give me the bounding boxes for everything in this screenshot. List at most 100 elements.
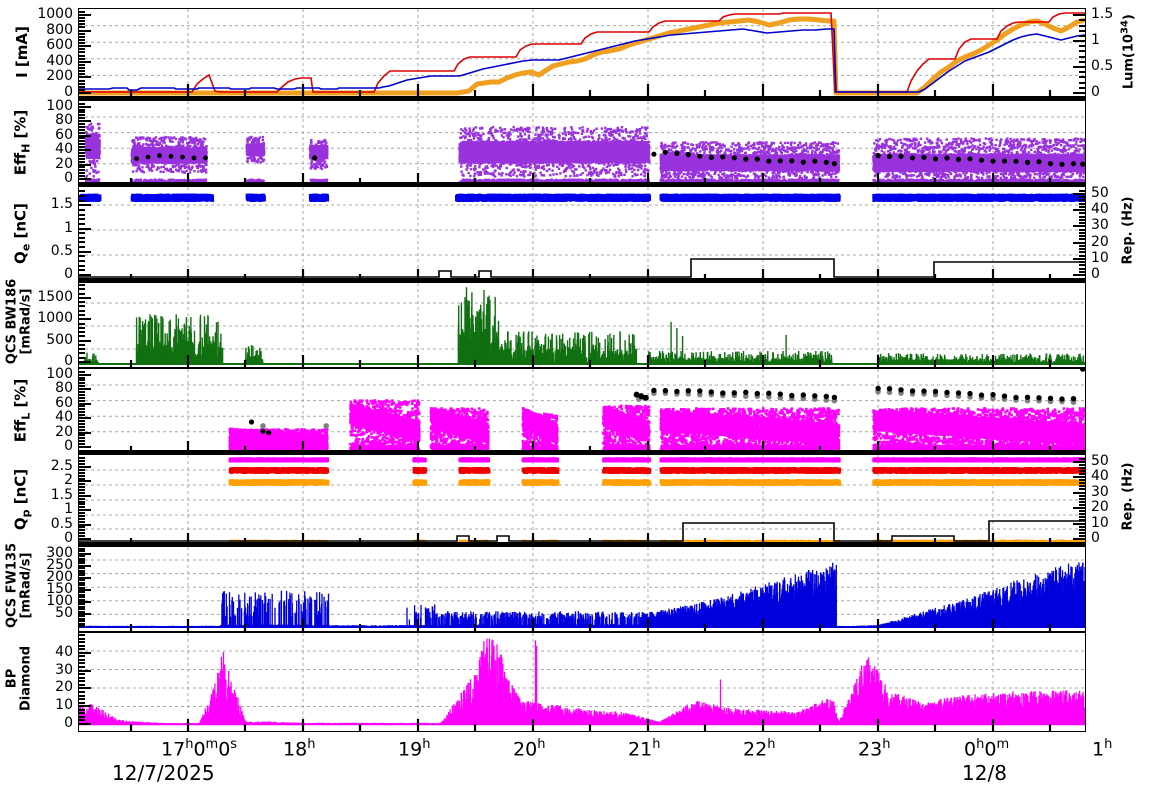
panel-current-luminosity-plot: [79, 9, 1085, 99]
y-tick-label: 0.5: [0, 244, 73, 258]
y-tick-label-right: 0.5: [1091, 59, 1113, 73]
y-tick-label: 0: [0, 716, 73, 730]
y-tick-label: 0: [0, 354, 73, 368]
y-tick-label-right: 30: [1091, 218, 1109, 232]
y-axis-title-units: [mRad/s]: [19, 242, 34, 402]
panel-qcs-bw186-svg: [79, 283, 1085, 367]
y-tick-label: 1500: [0, 290, 73, 304]
xtick-label-8: 1h: [1092, 737, 1112, 760]
y-tick-label: 0: [0, 531, 73, 545]
y-tick-label: 60: [0, 128, 73, 142]
date-label-start: 12/7/2025: [112, 761, 215, 785]
y-axis-title-right: Rep. (Hz): [1121, 417, 1136, 577]
y-tick-label: 100: [0, 594, 73, 608]
y-axis-title: Qe [nC]: [12, 154, 33, 314]
panel-eff-ler-plot: [79, 369, 1085, 453]
panel-qcs-fw135: [78, 546, 1086, 632]
x-axis-labels: 17h0m0s 18h 19h 20h 21h 22h 23h 0h0m 1h …: [0, 733, 1172, 782]
y-tick-label: 600: [0, 38, 73, 52]
y-tick-label: 100: [0, 99, 73, 113]
panel-eff-her: [78, 100, 1086, 186]
y-tick-label-right: 10: [1091, 516, 1109, 530]
y-tick-label: 400: [0, 54, 73, 68]
y-tick-label: 10: [0, 698, 73, 712]
y-tick-label-right: 50: [1091, 454, 1109, 468]
y-axis-title: QCS FW135: [5, 506, 20, 666]
xtick-label-0: 17h0m0s: [161, 737, 237, 760]
series-qcs-fw135: [79, 562, 1085, 627]
panel-eff-her-plot: [79, 101, 1085, 185]
panel-charge-e-plot: [79, 187, 1085, 281]
panel-charge-p-plot: [79, 455, 1085, 545]
y-tick-label: 80: [0, 381, 73, 395]
y-tick-label-right: 20: [1091, 500, 1109, 514]
y-tick-label-right: 0: [1091, 531, 1100, 545]
xtick-label-3: 20h: [513, 737, 545, 760]
xtick-label-6: 23h: [858, 737, 890, 760]
y-tick-label: 2.5: [0, 459, 73, 473]
panel-qcs-bw186-plot: [79, 283, 1085, 367]
y-tick-label: 500: [0, 333, 73, 347]
y-tick-label: 20: [0, 425, 73, 439]
y-tick-label: 800: [0, 23, 73, 37]
y-axis-title: Qp [nC]: [12, 420, 33, 580]
y-axis-title: EffL [%]: [12, 331, 33, 491]
panel-charge-p: [78, 454, 1086, 546]
y-tick-label: 250: [0, 558, 73, 572]
y-tick-label: 2: [0, 473, 73, 487]
panel-charge-e: [78, 186, 1086, 282]
y-tick-label: 60: [0, 396, 73, 410]
xtick-label-4: 21h: [628, 737, 660, 760]
series-eff-her-scatter: [85, 123, 1085, 185]
panel-current-luminosity-svg: [79, 9, 1085, 99]
panel-qcs-bw186: [78, 282, 1086, 368]
series-charge-p-magenta: [229, 457, 1086, 462]
panel-qcs-fw135-plot: [79, 547, 1085, 631]
y-axis-title: EffH [%]: [12, 63, 33, 223]
series-charge-e: [79, 194, 1085, 202]
y-tick-label-right: 0: [1091, 85, 1100, 99]
y-axis-title: QCS BW186: [5, 242, 20, 402]
panel-current-luminosity: [78, 8, 1086, 100]
panel-qcs-fw135-svg: [79, 547, 1085, 631]
y-tick-label: 1.5: [0, 197, 73, 211]
y-tick-label: 0: [0, 267, 73, 281]
y-tick-label: 1: [0, 502, 73, 516]
series-eff-ler-scatter: [229, 399, 1086, 453]
y-tick-label-right: 50: [1091, 186, 1109, 200]
panel-eff-ler-svg: [79, 369, 1085, 453]
panel-bp-diamond-svg: [79, 633, 1085, 731]
y-tick-label-right: 20: [1091, 235, 1109, 249]
y-tick-label: 40: [0, 142, 73, 156]
panel-eff-her-svg: [79, 101, 1085, 185]
y-tick-label: 1000: [0, 7, 73, 21]
xtick-label-5: 22h: [743, 737, 775, 760]
y-tick-label: 20: [0, 157, 73, 171]
panel-charge-p-svg: [79, 455, 1085, 545]
y-tick-label: 1.5: [0, 488, 73, 502]
y-tick-label-right: 10: [1091, 251, 1109, 265]
y-tick-label: 50: [0, 606, 73, 620]
y-tick-label: 200: [0, 69, 73, 83]
y-tick-label-right: 0: [1091, 267, 1100, 281]
y-tick-label: 40: [0, 645, 73, 659]
y-axis-title: I [mA]: [13, 0, 31, 132]
panel-eff-ler: [78, 368, 1086, 454]
y-tick-label: 0: [0, 85, 73, 99]
y-tick-label: 0: [0, 439, 73, 453]
y-tick-label: 1: [0, 221, 73, 235]
y-tick-label: 300: [0, 546, 73, 560]
panel-charge-e-svg: [79, 187, 1085, 281]
y-axis-title-units: [mRad/s]: [19, 506, 34, 666]
y-tick-label: 150: [0, 582, 73, 596]
y-tick-label-right: 30: [1091, 485, 1109, 499]
xtick-label-2: 19h: [398, 737, 430, 760]
y-tick-label: 1000: [0, 311, 73, 325]
y-tick-label: 30: [0, 663, 73, 677]
y-tick-label-right: 40: [1091, 469, 1109, 483]
y-tick-label: 0: [0, 171, 73, 185]
y-tick-label: 0.5: [0, 517, 73, 531]
panel-bp-diamond: [78, 632, 1086, 732]
xtick-label-1: 18h: [283, 737, 315, 760]
